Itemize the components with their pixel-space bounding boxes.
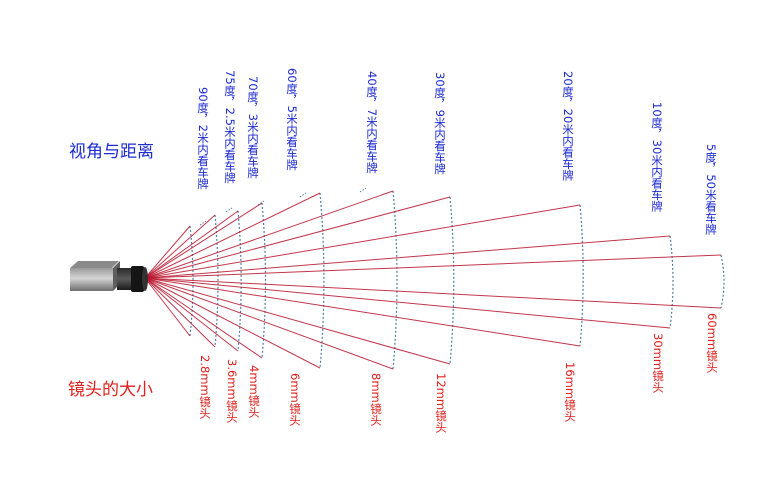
zone-divider bbox=[225, 207, 233, 213]
view-label-60deg: 60度，5米内看车牌 bbox=[285, 68, 299, 171]
lens-label-2-8mm: 2.8mm镜头 bbox=[198, 355, 212, 419]
lens-label-30mm: 30mm镜头 bbox=[651, 333, 665, 394]
view-label-70deg: 70度，3米内看车牌 bbox=[246, 76, 260, 179]
view-label-40deg: 40度，7米内看车牌 bbox=[365, 71, 379, 174]
fov-ray bbox=[144, 277, 191, 337]
fov-ray bbox=[144, 277, 239, 352]
lens-label-6mm: 6mm镜头 bbox=[288, 373, 302, 426]
fov-arc bbox=[214, 214, 219, 348]
fov-arc bbox=[189, 225, 194, 337]
zone-divider bbox=[359, 187, 367, 193]
lens-label-8mm: 8mm镜头 bbox=[369, 373, 383, 426]
fov-ray bbox=[144, 277, 722, 309]
camera-icon bbox=[70, 261, 148, 292]
fov-ray bbox=[144, 277, 581, 347]
view-label-5deg: 5度，50米看车牌 bbox=[704, 144, 718, 235]
lens-label-60mm: 60mm镜头 bbox=[705, 313, 719, 374]
zone-divider bbox=[299, 192, 307, 198]
view-distance-heading: 视角与距离 bbox=[69, 142, 154, 162]
fov-arc bbox=[669, 235, 674, 329]
fov-arc bbox=[237, 210, 242, 352]
fov-ray bbox=[144, 192, 321, 279]
fov-rays bbox=[144, 190, 722, 370]
lens-size-heading: 镜头的大小 bbox=[68, 380, 153, 400]
fov-ray bbox=[144, 277, 263, 359]
fov-arc bbox=[392, 190, 398, 370]
fov-ray bbox=[144, 277, 394, 370]
zone-divider bbox=[199, 220, 207, 226]
fov-ray bbox=[144, 225, 191, 279]
lens-label-4mm: 4mm镜头 bbox=[247, 365, 261, 418]
fov-arc bbox=[449, 196, 455, 365]
view-label-75deg: 75度，2.5米内看车牌 bbox=[223, 70, 237, 184]
fov-ray bbox=[144, 277, 451, 365]
fov-arc bbox=[720, 254, 725, 309]
lens-label-3-6mm: 3.6mm镜头 bbox=[225, 359, 239, 423]
fov-arc bbox=[579, 204, 584, 347]
fov-ray bbox=[144, 190, 394, 279]
fov-arc bbox=[319, 192, 325, 369]
fov-ray bbox=[144, 196, 451, 279]
fov-ray bbox=[144, 210, 239, 279]
fov-ray bbox=[144, 235, 671, 279]
view-label-90deg: 90度，2米内看车牌 bbox=[196, 87, 210, 190]
fov-ray bbox=[144, 277, 671, 329]
view-label-30deg: 30度，9米内看车牌 bbox=[433, 72, 447, 175]
fov-arc bbox=[261, 202, 267, 359]
fov-ray bbox=[144, 277, 216, 348]
fov-ray bbox=[144, 204, 581, 279]
fov-ray bbox=[144, 277, 321, 369]
lens-label-12mm: 12mm镜头 bbox=[434, 373, 448, 434]
fov-ray bbox=[144, 254, 722, 279]
view-label-20deg: 20度，20米内看车牌 bbox=[561, 71, 575, 181]
view-label-10deg: 10度，30米内看车牌 bbox=[650, 102, 664, 212]
lens-label-16mm: 16mm镜头 bbox=[563, 362, 577, 423]
fov-ray bbox=[144, 202, 263, 279]
fov-ray bbox=[144, 214, 216, 279]
